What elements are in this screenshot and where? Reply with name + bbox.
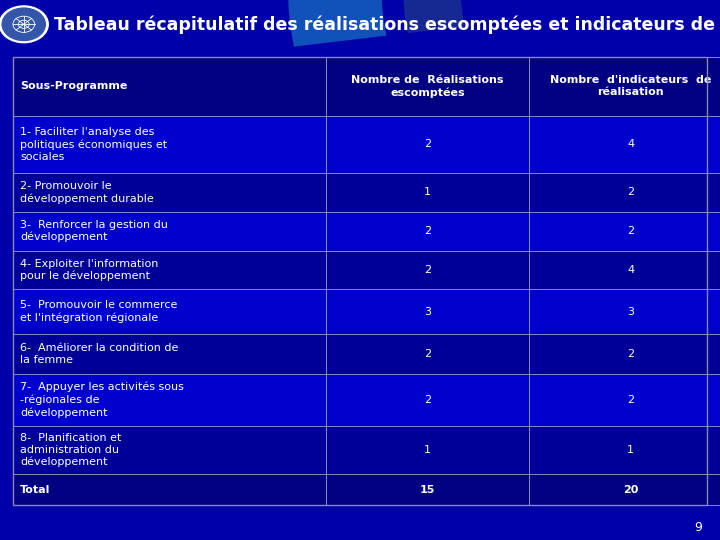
Text: 9: 9 <box>694 521 702 534</box>
Text: 2: 2 <box>424 226 431 236</box>
Bar <box>326 57 529 116</box>
Circle shape <box>0 6 48 43</box>
Bar <box>529 251 720 289</box>
Text: 2: 2 <box>424 349 431 359</box>
Text: 4: 4 <box>627 265 634 275</box>
Bar <box>13 173 326 212</box>
Bar <box>13 116 326 173</box>
Text: 1: 1 <box>627 445 634 455</box>
Bar <box>326 289 529 334</box>
Bar <box>13 289 326 334</box>
Text: Total: Total <box>20 485 50 495</box>
PathPatch shape <box>403 0 720 33</box>
Bar <box>13 212 326 251</box>
Text: 2: 2 <box>424 139 431 150</box>
Bar <box>326 116 529 173</box>
Text: 2: 2 <box>627 187 634 197</box>
Bar <box>13 426 326 474</box>
Text: 2: 2 <box>627 349 634 359</box>
Bar <box>529 426 720 474</box>
Text: 2: 2 <box>424 395 431 405</box>
Bar <box>529 212 720 251</box>
Bar <box>13 474 326 505</box>
Bar <box>326 212 529 251</box>
Text: 2: 2 <box>424 265 431 275</box>
Text: 4: 4 <box>627 139 634 150</box>
Bar <box>326 426 529 474</box>
Bar <box>13 251 326 289</box>
Text: Tableau récapitulatif des réalisations escomptées et indicateurs de réalisation: Tableau récapitulatif des réalisations e… <box>54 15 720 33</box>
Text: 1- Faciliter l'analyse des
politiques économiques et
sociales: 1- Faciliter l'analyse des politiques éc… <box>20 127 167 162</box>
Bar <box>529 173 720 212</box>
Bar <box>326 334 529 374</box>
Text: 1: 1 <box>424 445 431 455</box>
Bar <box>326 251 529 289</box>
Text: 2- Promouvoir le
développement durable: 2- Promouvoir le développement durable <box>20 181 154 204</box>
Text: 20: 20 <box>623 485 639 495</box>
Bar <box>13 57 707 505</box>
Text: 6-  Améliorer la condition de
la femme: 6- Améliorer la condition de la femme <box>20 343 179 365</box>
Text: 2: 2 <box>627 395 634 405</box>
PathPatch shape <box>288 0 716 46</box>
Circle shape <box>2 8 45 40</box>
Bar <box>529 374 720 426</box>
Bar <box>326 173 529 212</box>
Bar <box>529 334 720 374</box>
Bar <box>529 474 720 505</box>
Text: Nombre  d'indicateurs  de
réalisation: Nombre d'indicateurs de réalisation <box>550 76 711 97</box>
Text: 7-  Appuyer les activités sous
-régionales de
développement: 7- Appuyer les activités sous -régionale… <box>20 382 184 418</box>
Text: 3: 3 <box>424 307 431 316</box>
Text: 4- Exploiter l'information
pour le développement: 4- Exploiter l'information pour le dével… <box>20 259 158 281</box>
Bar <box>326 474 529 505</box>
Text: 1: 1 <box>424 187 431 197</box>
Text: 15: 15 <box>420 485 436 495</box>
Bar <box>529 289 720 334</box>
Text: 5-  Promouvoir le commerce
et l'intégration régionale: 5- Promouvoir le commerce et l'intégrati… <box>20 300 178 323</box>
Bar <box>529 57 720 116</box>
Text: 2: 2 <box>627 226 634 236</box>
Bar <box>13 334 326 374</box>
Bar <box>13 57 326 116</box>
Text: Nombre de  Réalisations
escomptées: Nombre de Réalisations escomptées <box>351 75 504 98</box>
Bar <box>13 374 326 426</box>
Text: 3-  Renforcer la gestion du
développement: 3- Renforcer la gestion du développement <box>20 220 168 242</box>
Text: 3: 3 <box>627 307 634 316</box>
Text: Sous-Programme: Sous-Programme <box>20 82 127 91</box>
Bar <box>529 116 720 173</box>
Text: 8-  Planification et
administration du
développement: 8- Planification et administration du dé… <box>20 433 122 467</box>
Bar <box>326 374 529 426</box>
